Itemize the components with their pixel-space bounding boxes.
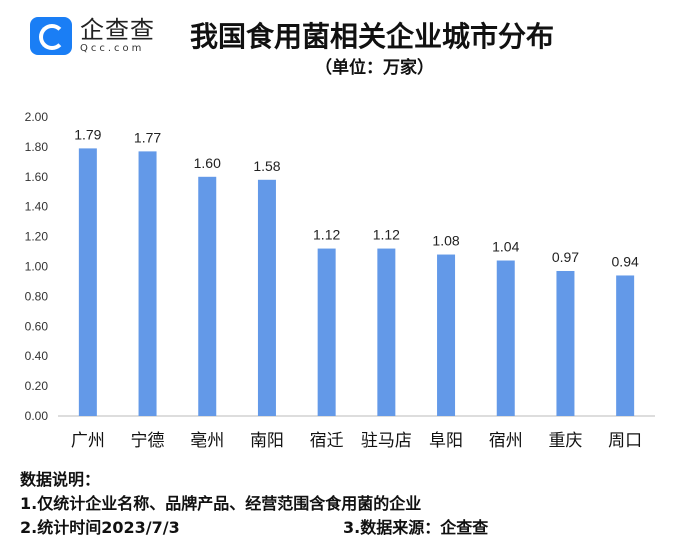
data-label: 1.08 <box>432 233 459 249</box>
x-tick-label: 亳州 <box>190 431 224 451</box>
qcc-logo: 企查查 Qcc.com <box>30 17 155 55</box>
data-label: 1.79 <box>74 126 101 142</box>
data-label: 1.12 <box>313 227 340 243</box>
bar <box>138 151 157 416</box>
x-tick-label: 重庆 <box>548 431 582 451</box>
x-tick-label: 驻马店 <box>361 431 412 451</box>
notes-heading: 数据说明： <box>20 470 101 489</box>
logo-en: Qcc.com <box>80 43 145 54</box>
x-tick-label: 宿州 <box>489 431 523 451</box>
y-tick-label: 1.60 <box>25 170 49 184</box>
x-tick-label: 阜阳 <box>429 431 463 451</box>
bar <box>198 176 217 416</box>
x-tick-label: 周口 <box>608 431 642 451</box>
bar <box>556 270 575 416</box>
y-tick-label: 1.20 <box>25 230 49 244</box>
x-tick-label: 广州 <box>71 431 105 451</box>
y-tick-label: 0.20 <box>25 379 49 393</box>
x-tick-label: 宁德 <box>131 431 165 451</box>
bar <box>257 179 276 416</box>
note-line-2: 2.统计时间2023/7/3 <box>20 518 180 537</box>
bar-chart: 0.00 0.20 0.40 0.60 0.80 1.00 1.20 1.40 1.60 1.80… <box>25 110 655 451</box>
data-label: 0.97 <box>552 249 579 265</box>
bar <box>437 254 456 416</box>
bar <box>317 248 336 416</box>
data-label: 0.94 <box>612 253 639 269</box>
y-tick-label: 0.00 <box>25 409 49 423</box>
y-tick-label: 1.80 <box>25 140 49 154</box>
bar <box>616 275 635 416</box>
bar <box>377 248 396 416</box>
bar <box>78 148 97 416</box>
note-line-1: 1.仅统计企业名称、品牌产品、经营范围含食用菌的企业 <box>20 494 422 513</box>
x-tick-label: 南阳 <box>250 431 284 451</box>
data-label: 1.77 <box>134 129 161 145</box>
data-label: 1.58 <box>253 158 280 174</box>
bar <box>496 260 515 416</box>
x-tick-label: 宿迁 <box>310 431 344 451</box>
y-tick-label: 1.40 <box>25 200 49 214</box>
chart-subtitle: （单位：万家） <box>315 58 434 78</box>
y-tick-label: 1.00 <box>25 260 49 274</box>
y-tick-label: 0.60 <box>25 319 49 333</box>
qcc-logo-icon <box>30 17 72 55</box>
y-tick-label: 0.40 <box>25 349 49 363</box>
y-tick-label: 2.00 <box>25 110 49 124</box>
y-tick-label: 0.80 <box>25 289 49 303</box>
data-label: 1.04 <box>492 239 519 255</box>
data-label: 1.60 <box>194 155 221 171</box>
note-line-3: 3.数据来源：企查查 <box>343 518 489 537</box>
chart-title: 我国食用菌相关企业城市分布 <box>190 20 555 53</box>
data-label: 1.12 <box>373 227 400 243</box>
logo-cn: 企查查 <box>80 16 155 44</box>
